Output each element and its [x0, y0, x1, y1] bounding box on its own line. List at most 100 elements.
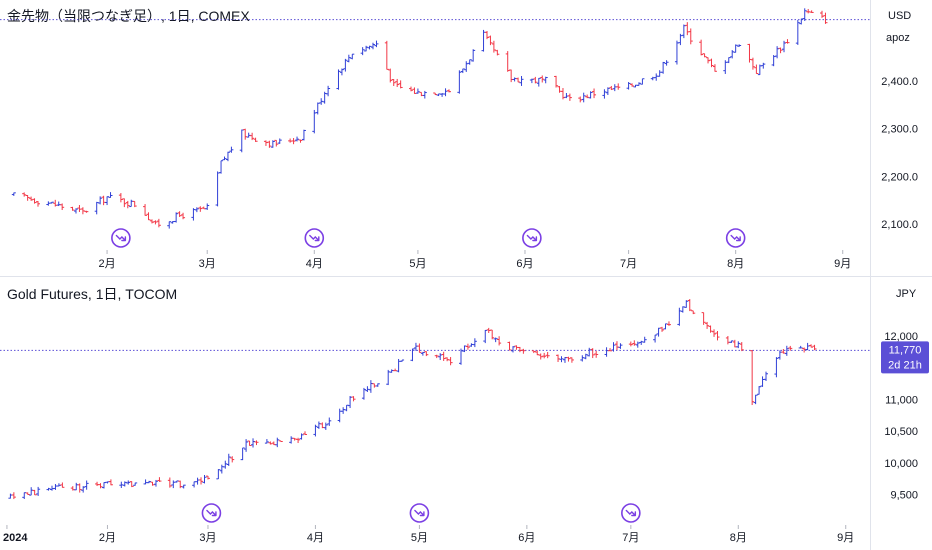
ohlc-bar [320, 422, 325, 429]
ohlc-bar [171, 480, 176, 489]
ohlc-bar [630, 83, 635, 87]
ohlc-bar [84, 210, 89, 213]
ohlc-bar [348, 396, 353, 409]
ticker-label[interactable]: apoz [886, 32, 910, 44]
ohlc-bar [805, 342, 810, 351]
ohlc-bar [806, 8, 811, 14]
chart-title: 金先物（当限つなぎ足）, 1日, COMEX [7, 8, 250, 24]
ohlc-bar [178, 480, 183, 489]
ohlc-bar [372, 383, 377, 388]
ohlc-bar [336, 69, 341, 90]
ohlc-bar [191, 208, 196, 221]
event-markers[interactable] [111, 228, 746, 248]
current-price-label: 11,770 [889, 344, 922, 356]
ohlc-bar [729, 340, 734, 344]
ohlc-bar [510, 346, 515, 353]
ohlc-bar [812, 344, 817, 351]
ohlc-bar [802, 8, 807, 21]
ohlc-bar [337, 408, 342, 423]
ohlc-bar [118, 193, 123, 203]
currency-label[interactable]: USD [888, 10, 911, 22]
ohlc-bar [299, 433, 304, 440]
ohlc-bar [108, 479, 113, 486]
arrow-circle-icon[interactable] [725, 228, 746, 248]
ohlc-bar [122, 198, 127, 208]
ohlc-bar [77, 205, 82, 212]
ohlc-bar [484, 31, 489, 40]
ohlc-bar [798, 345, 803, 349]
ohlc-bar [733, 44, 738, 53]
ohlc-bar [375, 383, 380, 387]
arrow-circle-icon[interactable] [201, 503, 222, 523]
ohlc-bar [319, 98, 324, 105]
ohlc-bar [531, 350, 536, 354]
x-tick-label: 8月 [730, 532, 747, 544]
ohlc-bar [32, 489, 37, 496]
ohlc-bar [820, 10, 825, 18]
ohlc-bar [415, 88, 420, 94]
currency-label[interactable]: JPY [896, 288, 917, 300]
ohlc-bar [49, 201, 54, 204]
ohlc-bar [460, 68, 465, 74]
ohlc-bar [295, 136, 300, 142]
ohlc-bar [74, 482, 79, 491]
arrow-circle-icon[interactable] [522, 228, 542, 248]
ohlc-bar [181, 484, 186, 489]
ohlc-bar [754, 64, 759, 75]
ohlc-bar [409, 86, 414, 92]
ohlc-bar [691, 310, 696, 315]
ohlc-bar [361, 387, 366, 400]
ohlc-bar [712, 64, 717, 72]
ohlc-bar [223, 460, 228, 469]
arrow-circle-icon[interactable] [111, 228, 131, 248]
ohlc-bar [270, 140, 275, 148]
ohlc-bar [747, 43, 752, 63]
ohlc-bar [215, 171, 220, 207]
ohlc-bar [70, 206, 75, 211]
ohlc-bar [685, 22, 690, 36]
ohlc-bar [205, 475, 210, 480]
ohlc-bar [417, 343, 422, 353]
ohlc-bar [365, 386, 370, 392]
ohlc-bar [351, 396, 356, 402]
y-tick-label: 12,000 [884, 331, 918, 343]
ohlc-bar [677, 307, 682, 326]
ohlc-bar [216, 469, 221, 480]
ohlc-bar [146, 212, 151, 221]
ohlc-bar [538, 353, 543, 360]
ohlc-bar [367, 45, 372, 50]
ohlc-bar [77, 483, 82, 493]
ohlc-bar [604, 347, 609, 357]
arrow-circle-icon[interactable] [409, 503, 430, 523]
ohlc-bar [133, 482, 138, 486]
ohlc-bar [739, 342, 744, 352]
ohlc-bar [562, 357, 567, 363]
ohlc-bar [521, 348, 526, 354]
arrow-circle-icon[interactable] [621, 503, 641, 523]
ohlc-bar [486, 327, 491, 333]
ohlc-bar [782, 40, 787, 53]
ohlc-bar [560, 88, 565, 100]
ohlc-bar [566, 356, 571, 362]
ohlc-bar [757, 386, 762, 395]
ohlc-bar [605, 87, 610, 95]
event-markers[interactable] [201, 503, 641, 523]
ohlc-bar [594, 350, 599, 358]
x-tick-label: 6月 [518, 532, 535, 544]
ohlc-bar [181, 212, 186, 220]
ohlc-bar [419, 91, 424, 97]
ohlc-bar [702, 53, 707, 58]
ohlc-bar [268, 441, 273, 445]
ohlc-bar [11, 492, 16, 500]
ohlc-bar [156, 218, 161, 228]
arrow-circle-icon[interactable] [304, 228, 325, 248]
ohlc-bar [80, 207, 85, 215]
ohlc-bar [389, 369, 394, 373]
ohlc-bar [488, 35, 493, 46]
chart-title: Gold Futures, 1日, TOCOM [7, 286, 177, 302]
ohlc-bar [267, 140, 272, 148]
ohlc-bar [157, 477, 162, 482]
ohlc-bar [150, 481, 155, 486]
ohlc-bar [364, 45, 369, 52]
